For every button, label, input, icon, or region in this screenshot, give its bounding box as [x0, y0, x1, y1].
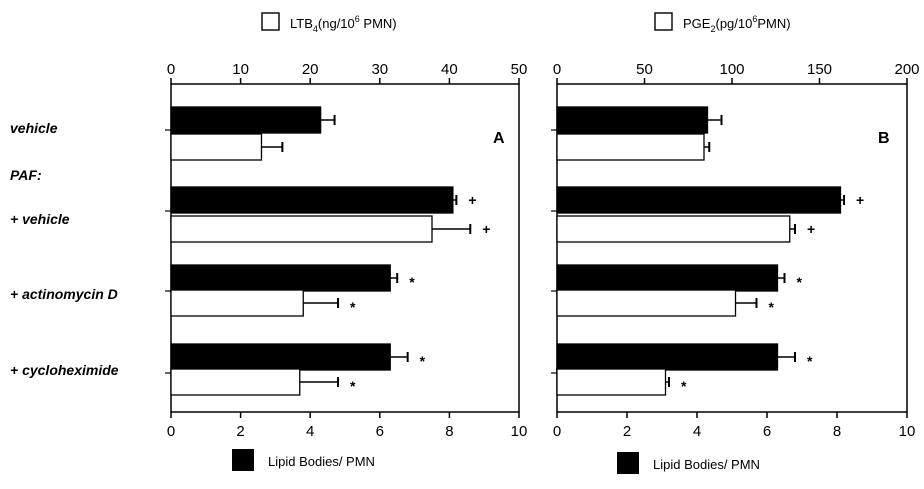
bottom-tick-label: 6 [763, 423, 771, 440]
top-tick-label: 100 [719, 61, 744, 78]
significance-plus: + [856, 192, 864, 208]
row-label-cycloheximide: + cycloheximide [10, 362, 119, 378]
bottom-tick-label: 4 [693, 423, 701, 440]
bottom-tick-label: 6 [376, 423, 384, 440]
significance-star: * [350, 299, 356, 315]
top-tick-label: 10 [232, 61, 249, 78]
panel-label: B [878, 130, 890, 147]
top-tick-label: 0 [553, 61, 561, 78]
legend-bottom-label: Lipid Bodies/ PMN [653, 457, 760, 472]
significance-star: * [681, 378, 687, 394]
legend-swatch-top [654, 12, 673, 31]
top-tick-label: 20 [302, 61, 319, 78]
bottom-tick-label: 8 [445, 423, 453, 440]
bar [556, 264, 779, 292]
legend-swatch-bottom [617, 452, 639, 474]
bottom-tick-label: 2 [236, 423, 244, 440]
bottom-tick-label: 10 [899, 423, 916, 440]
bar [556, 343, 779, 371]
significance-star: * [420, 353, 426, 369]
top-tick-label: 50 [636, 61, 653, 78]
bar [556, 215, 791, 243]
bar [170, 106, 322, 134]
bottom-tick-label: 2 [623, 423, 631, 440]
top-tick-label: 50 [511, 61, 528, 78]
bottom-tick-label: 10 [511, 423, 528, 440]
bar [170, 215, 433, 243]
significance-plus: + [468, 192, 476, 208]
significance-plus: + [807, 221, 815, 237]
top-tick-label: 30 [371, 61, 388, 78]
legend-bottom-label: Lipid Bodies/ PMN [268, 454, 375, 469]
bottom-tick-label: 0 [167, 423, 175, 440]
row-labels: vehicle PAF: + vehicle + actinomycin D +… [10, 120, 119, 378]
bar [556, 186, 842, 214]
significance-star: * [350, 378, 356, 394]
bottom-tick-label: 4 [306, 423, 314, 440]
bar [556, 289, 737, 317]
row-label-plus-vehicle: + vehicle [10, 211, 70, 227]
top-tick-label: 40 [441, 61, 458, 78]
panel-label: A [493, 130, 505, 147]
row-label-paf: PAF: [10, 167, 42, 183]
top-tick-label: 150 [807, 61, 832, 78]
bar [556, 133, 705, 161]
legend-top-label: LTB4(ng/106 PMN) [290, 14, 397, 34]
legend-swatch-top [261, 12, 280, 31]
top-tick-label: 200 [894, 61, 919, 78]
bar [170, 186, 454, 214]
bottom-tick-label: 8 [833, 423, 841, 440]
legend-swatch-bottom [232, 449, 254, 471]
plot-frame [170, 83, 520, 413]
bar [556, 106, 709, 134]
significance-plus: + [482, 221, 490, 237]
bar [556, 368, 667, 396]
row-label-actinomycin-d: + actinomycin D [10, 286, 118, 302]
bar [170, 343, 391, 371]
bar [170, 133, 263, 161]
bar [170, 264, 391, 292]
top-tick-label: 0 [167, 61, 175, 78]
bar [170, 289, 304, 317]
row-label-vehicle: vehicle [10, 120, 58, 136]
panel-b: PGE2(pg/106PMN) 0 50 100 150 200 0 2 4 6 8 10 B + * * + *… [551, 12, 920, 474]
significance-star: * [797, 274, 803, 290]
significance-star: * [769, 299, 775, 315]
panel-a: LTB4(ng/106 PMN) 0 10 20 30 40 50 0 2 4 6 8 10 A + * * + *… [165, 12, 528, 471]
significance-star: * [807, 353, 813, 369]
bottom-tick-label: 0 [553, 423, 561, 440]
significance-star: * [409, 274, 415, 290]
legend-top-label: PGE2(pg/106PMN) [683, 14, 791, 34]
bar [170, 368, 301, 396]
